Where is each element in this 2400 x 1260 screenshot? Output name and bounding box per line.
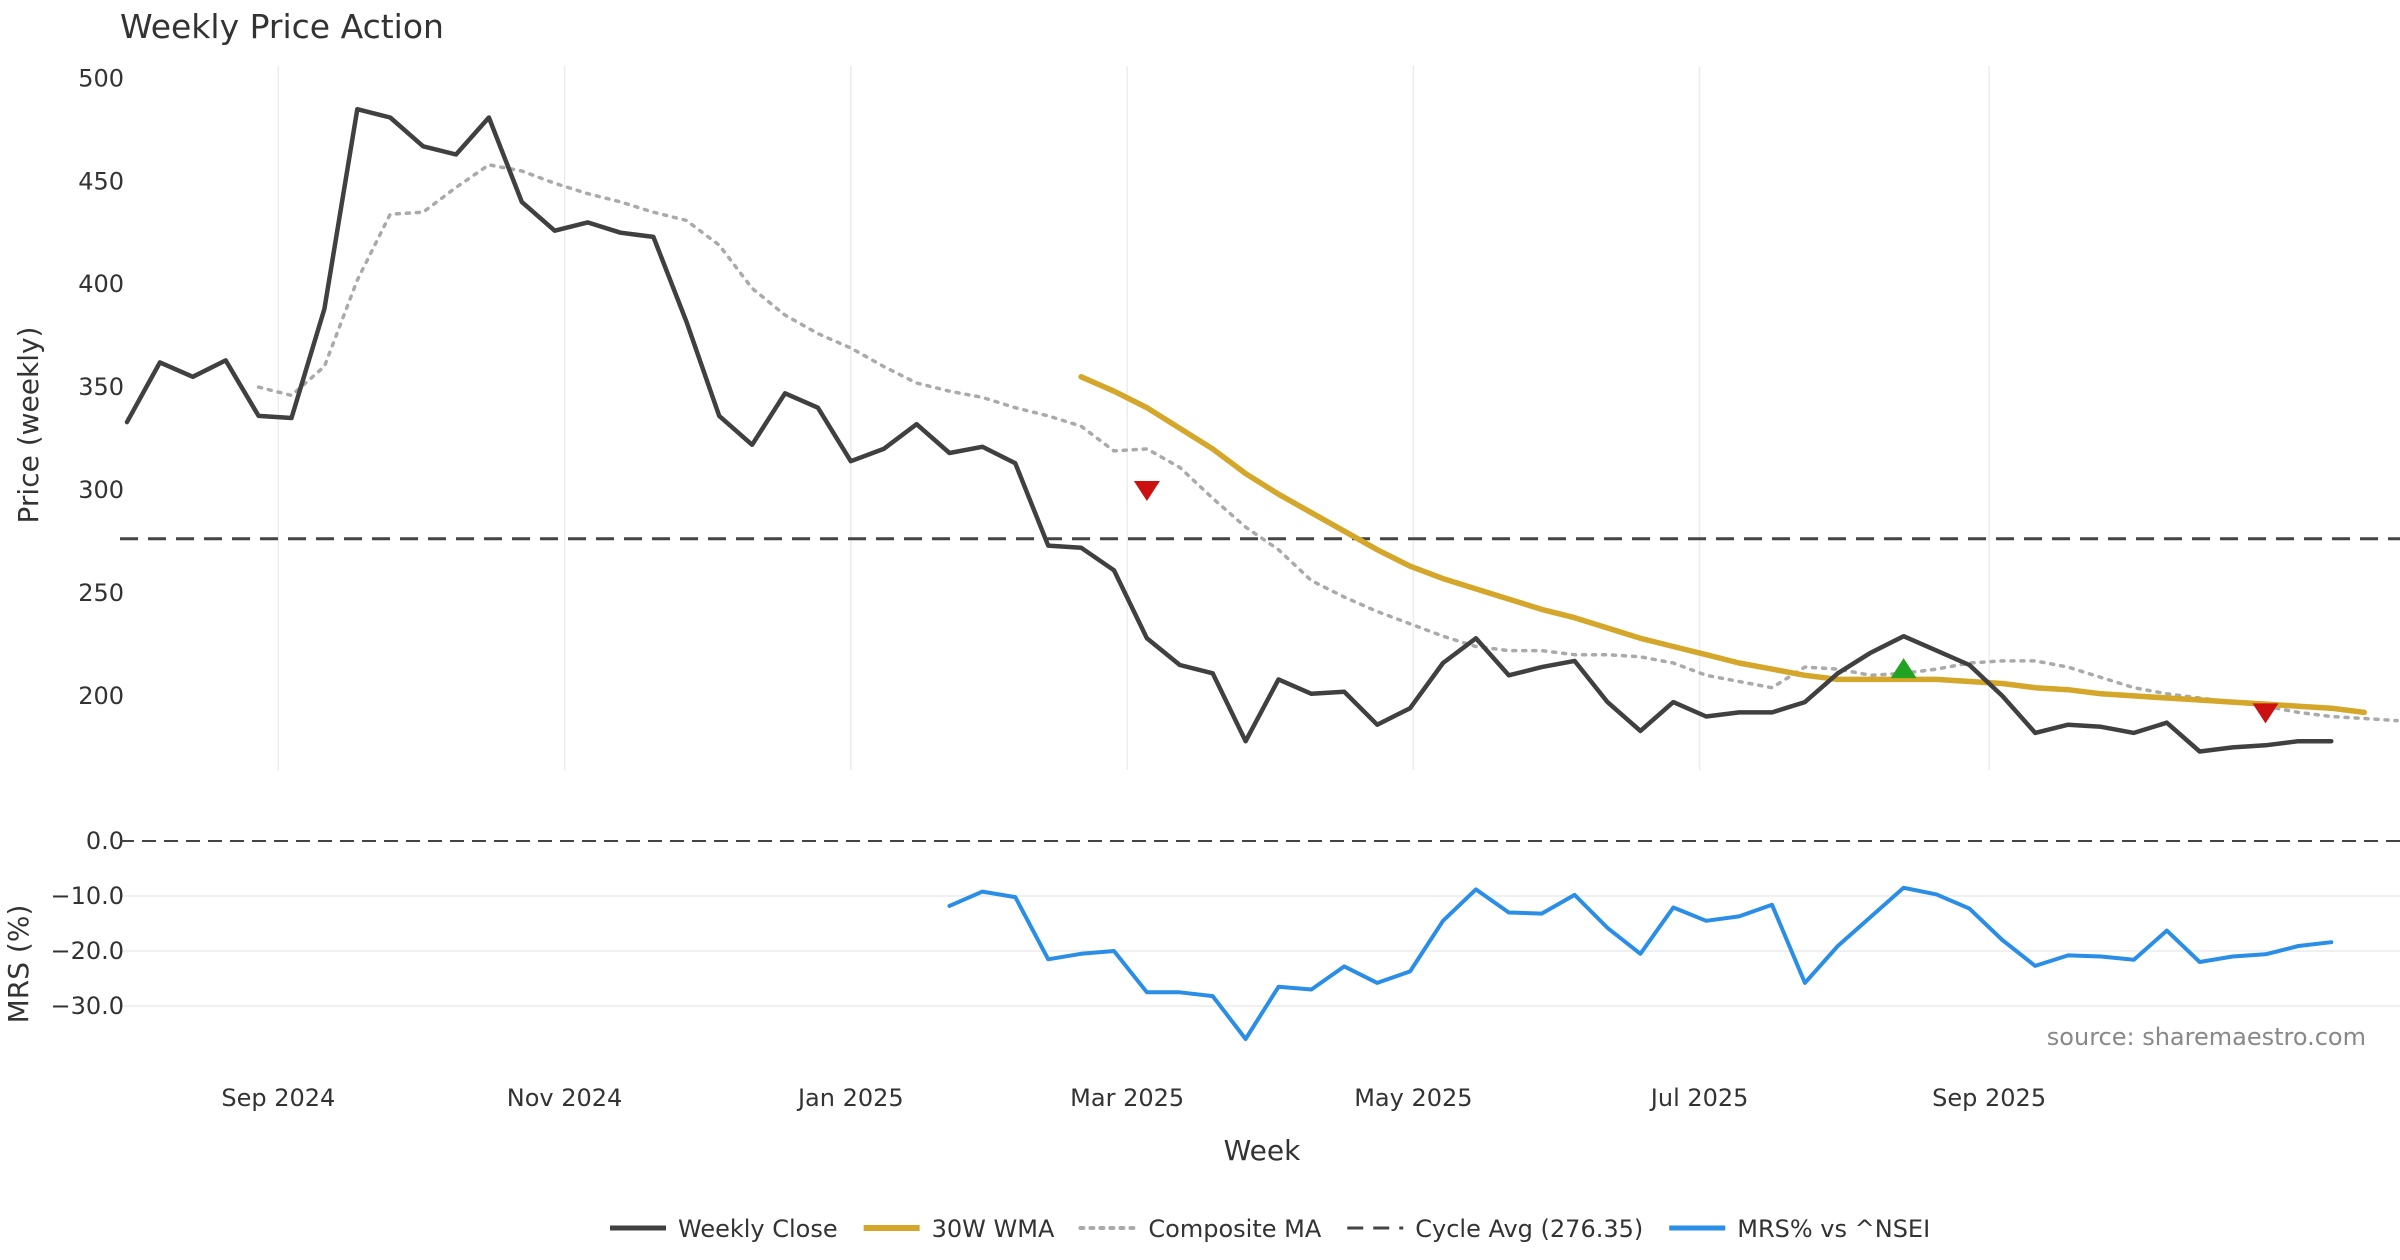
chart-title: Weekly Price Action: [120, 7, 444, 46]
x-tick-label: Sep 2025: [1932, 1084, 2046, 1112]
price-y-tick-label: 250: [78, 579, 124, 607]
x-tick-label: Nov 2024: [507, 1084, 623, 1112]
mrs-y-tick-label: −10.0: [50, 882, 124, 910]
price-y-tick-label: 300: [78, 476, 124, 504]
x-tick-label: Mar 2025: [1070, 1084, 1184, 1112]
price-y-tick-label: 200: [78, 682, 124, 710]
source-note: source: sharemaestro.com: [2047, 1023, 2366, 1051]
wma-30w-line: [1078, 374, 2367, 716]
legend-label: 30W WMA: [932, 1215, 1055, 1243]
grid-layer: [120, 66, 2400, 1007]
price-y-tick-label: 350: [78, 373, 124, 401]
sell-signal-marker-0: [1133, 481, 1160, 502]
legend-label: MRS% vs ^NSEI: [1737, 1215, 1930, 1243]
sell-signal-marker-2: [2252, 703, 2279, 724]
mrs-line: [947, 885, 2334, 1041]
legend: Weekly Close 30W WMA Composite MA Cycle Avg…: [610, 1215, 1930, 1243]
x-tick-label: Jul 2025: [1649, 1084, 1749, 1112]
weekly-close-line: [124, 106, 2334, 754]
price-axis-label: Price (weekly): [12, 327, 45, 524]
mrs-y-tick-label: 0.0: [86, 827, 124, 855]
legend-label: Cycle Avg (276.35): [1415, 1215, 1643, 1243]
legend-label: Composite MA: [1148, 1215, 1321, 1243]
price-y-tick-label: 450: [78, 167, 124, 195]
x-tick-label: May 2025: [1354, 1084, 1472, 1112]
price-y-tick-label: 500: [78, 64, 124, 92]
mrs-axis-label: MRS (%): [2, 905, 35, 1024]
mrs-y-tick-label: −20.0: [50, 937, 124, 965]
x-axis-label: Week: [1224, 1134, 1301, 1167]
x-tick-label: Jan 2025: [796, 1084, 904, 1112]
legend-label: Weekly Close: [678, 1215, 838, 1243]
x-tick-label: Sep 2024: [221, 1084, 335, 1112]
mrs-y-tick-label: −30.0: [50, 992, 124, 1020]
price-y-tick-label: 400: [78, 270, 124, 298]
buy-signal-marker-1: [1890, 658, 1917, 679]
composite-ma-line: [256, 163, 2399, 723]
